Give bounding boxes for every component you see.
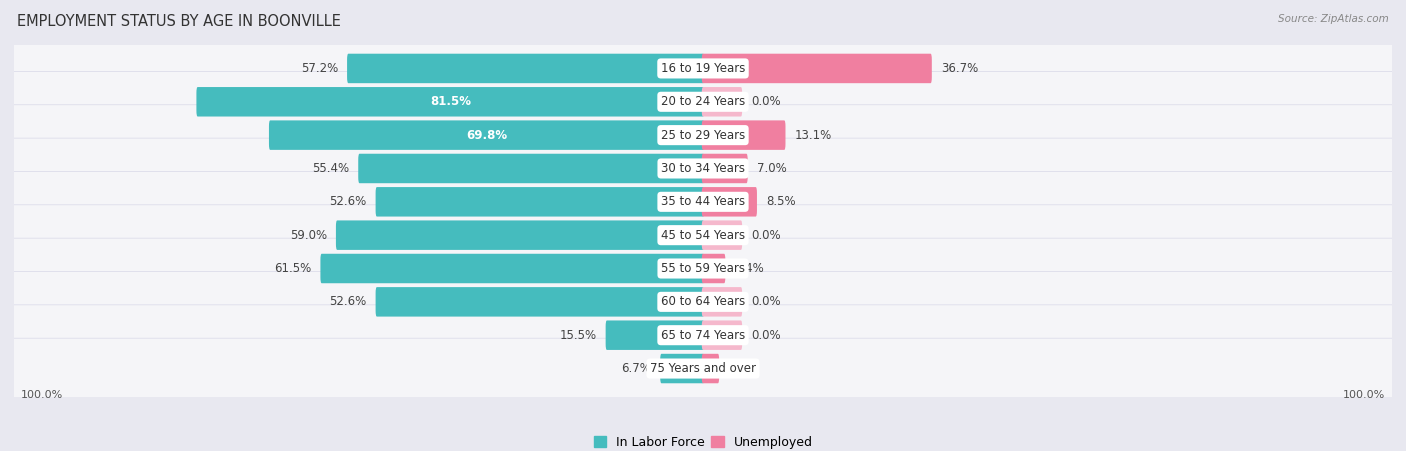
Text: 60 to 64 Years: 60 to 64 Years: [661, 295, 745, 308]
FancyBboxPatch shape: [0, 171, 1406, 232]
Text: 52.6%: 52.6%: [329, 195, 367, 208]
FancyBboxPatch shape: [0, 38, 1406, 99]
FancyBboxPatch shape: [0, 138, 1406, 199]
Text: 65 to 74 Years: 65 to 74 Years: [661, 329, 745, 342]
Text: 16 to 19 Years: 16 to 19 Years: [661, 62, 745, 75]
FancyBboxPatch shape: [702, 321, 742, 350]
FancyBboxPatch shape: [606, 321, 704, 350]
Text: 57.2%: 57.2%: [301, 62, 337, 75]
FancyBboxPatch shape: [702, 287, 742, 317]
Text: 61.5%: 61.5%: [274, 262, 311, 275]
Text: 6.7%: 6.7%: [621, 362, 651, 375]
FancyBboxPatch shape: [375, 287, 704, 317]
Text: 75 Years and over: 75 Years and over: [650, 362, 756, 375]
FancyBboxPatch shape: [321, 254, 704, 283]
FancyBboxPatch shape: [702, 254, 725, 283]
FancyBboxPatch shape: [0, 238, 1406, 299]
FancyBboxPatch shape: [0, 305, 1406, 366]
Text: 0.0%: 0.0%: [751, 95, 780, 108]
FancyBboxPatch shape: [661, 354, 704, 383]
FancyBboxPatch shape: [702, 154, 748, 183]
Text: 45 to 54 Years: 45 to 54 Years: [661, 229, 745, 242]
Text: 55 to 59 Years: 55 to 59 Years: [661, 262, 745, 275]
FancyBboxPatch shape: [0, 272, 1406, 332]
Text: 81.5%: 81.5%: [430, 95, 471, 108]
FancyBboxPatch shape: [269, 120, 704, 150]
Text: 3.4%: 3.4%: [734, 262, 765, 275]
Text: 30 to 34 Years: 30 to 34 Years: [661, 162, 745, 175]
FancyBboxPatch shape: [702, 54, 932, 83]
FancyBboxPatch shape: [702, 187, 756, 216]
Text: 8.5%: 8.5%: [766, 195, 796, 208]
Text: 7.0%: 7.0%: [756, 162, 786, 175]
Text: EMPLOYMENT STATUS BY AGE IN BOONVILLE: EMPLOYMENT STATUS BY AGE IN BOONVILLE: [17, 14, 340, 28]
Text: 59.0%: 59.0%: [290, 229, 326, 242]
Text: 35 to 44 Years: 35 to 44 Years: [661, 195, 745, 208]
Text: 13.1%: 13.1%: [794, 129, 832, 142]
FancyBboxPatch shape: [0, 105, 1406, 166]
FancyBboxPatch shape: [347, 54, 704, 83]
Text: 25 to 29 Years: 25 to 29 Years: [661, 129, 745, 142]
FancyBboxPatch shape: [702, 221, 742, 250]
FancyBboxPatch shape: [336, 221, 704, 250]
Text: 36.7%: 36.7%: [941, 62, 979, 75]
Text: 100.0%: 100.0%: [21, 390, 63, 400]
FancyBboxPatch shape: [197, 87, 704, 116]
FancyBboxPatch shape: [0, 205, 1406, 266]
Text: 69.8%: 69.8%: [465, 129, 508, 142]
FancyBboxPatch shape: [0, 71, 1406, 132]
Text: 20 to 24 Years: 20 to 24 Years: [661, 95, 745, 108]
Text: 100.0%: 100.0%: [1343, 390, 1385, 400]
Text: 0.0%: 0.0%: [751, 295, 780, 308]
FancyBboxPatch shape: [702, 87, 742, 116]
FancyBboxPatch shape: [702, 354, 718, 383]
FancyBboxPatch shape: [375, 187, 704, 216]
Text: Source: ZipAtlas.com: Source: ZipAtlas.com: [1278, 14, 1389, 23]
Text: 0.0%: 0.0%: [751, 229, 780, 242]
FancyBboxPatch shape: [0, 338, 1406, 399]
Text: 52.6%: 52.6%: [329, 295, 367, 308]
Legend: In Labor Force, Unemployed: In Labor Force, Unemployed: [589, 431, 817, 451]
Text: 2.4%: 2.4%: [728, 362, 758, 375]
Text: 0.0%: 0.0%: [751, 329, 780, 342]
FancyBboxPatch shape: [702, 120, 786, 150]
FancyBboxPatch shape: [359, 154, 704, 183]
Text: 15.5%: 15.5%: [560, 329, 596, 342]
Text: 55.4%: 55.4%: [312, 162, 349, 175]
